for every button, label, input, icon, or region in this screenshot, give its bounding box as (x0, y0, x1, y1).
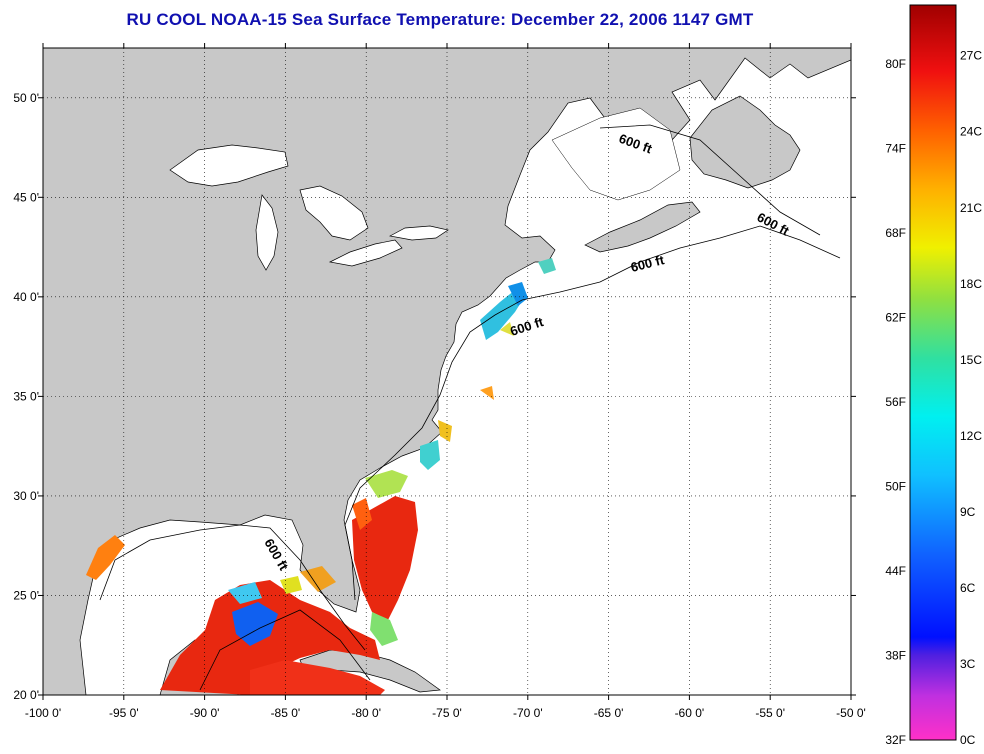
colorbar-f-label: 50F (885, 480, 906, 494)
colorbar-c-label: 21C (960, 201, 982, 215)
lon-tick-label: -95 0' (109, 706, 139, 720)
contour-label-hudson: 600 ft (508, 314, 546, 339)
colorbar-c-label: 0C (960, 733, 976, 747)
great-lakes (169, 144, 449, 271)
lat-tick-label: 25 0' (13, 588, 39, 602)
gulf-st-lawrence (551, 107, 681, 201)
nova-scotia (584, 201, 701, 253)
lon-tick-label: -85 0' (271, 706, 301, 720)
colorbar-c-label: 24C (960, 125, 982, 139)
lat-tick-label: 40 0' (13, 290, 39, 304)
lon-tick-label: -80 0' (351, 706, 381, 720)
colorbar-f-label: 38F (885, 649, 906, 663)
lon-tick-label: -70 0' (513, 706, 543, 720)
contour-label-east: 600 ft (755, 209, 793, 239)
colorbar-labels: 80F 74F 68F 62F 56F 50F 44F 38F 32F 27C 24C 21C 18C 1… (885, 49, 982, 747)
lon-tick-label: -75 0' (432, 706, 462, 720)
colorbar-c-label: 6C (960, 581, 976, 595)
colorbar-c-label: 27C (960, 49, 982, 63)
colorbar-f-label: 62F (885, 311, 906, 325)
colorbar-c-label: 15C (960, 353, 982, 367)
contour-label-georges: 600 ft (629, 252, 666, 275)
colorbar (909, 4, 957, 741)
colorbar-c-label: 12C (960, 429, 982, 443)
contour-label-gulf: 600 ft (261, 536, 291, 573)
lat-tick-label: 45 0' (13, 190, 39, 204)
colorbar-f-label: 68F (885, 226, 906, 240)
colorbar-f-label: 56F (885, 395, 906, 409)
lon-tick-label: -65 0' (594, 706, 624, 720)
colorbar-f-label: 44F (885, 564, 906, 578)
lon-tick-label: -90 0' (190, 706, 220, 720)
map-title: RU COOL NOAA-15 Sea Surface Temperature:… (126, 10, 754, 29)
map-ticks: -100 0' -95 0' -90 0' -85 0' -80 0' -75 0' -70… (13, 43, 866, 720)
colorbar-f-label: 32F (885, 733, 906, 747)
lon-tick-label: -60 0' (675, 706, 705, 720)
colorbar-f-label: 80F (885, 57, 906, 71)
lat-lon-grid (43, 48, 851, 695)
newfoundland (689, 95, 801, 189)
lon-tick-label: -55 0' (755, 706, 785, 720)
lon-tick-label: -100 0' (25, 706, 61, 720)
lat-tick-label: 35 0' (13, 389, 39, 403)
lat-tick-label: 50 0' (13, 91, 39, 105)
lat-tick-label: 20 0' (13, 688, 39, 702)
depth-contours (99, 124, 841, 691)
colorbar-c-label: 18C (960, 277, 982, 291)
lon-tick-label: -50 0' (836, 706, 866, 720)
lat-tick-label: 30 0' (13, 489, 39, 503)
colorbar-c-label: 9C (960, 505, 976, 519)
colorbar-f-label: 74F (885, 142, 906, 156)
colorbar-c-label: 3C (960, 657, 976, 671)
sst-data (86, 258, 556, 695)
